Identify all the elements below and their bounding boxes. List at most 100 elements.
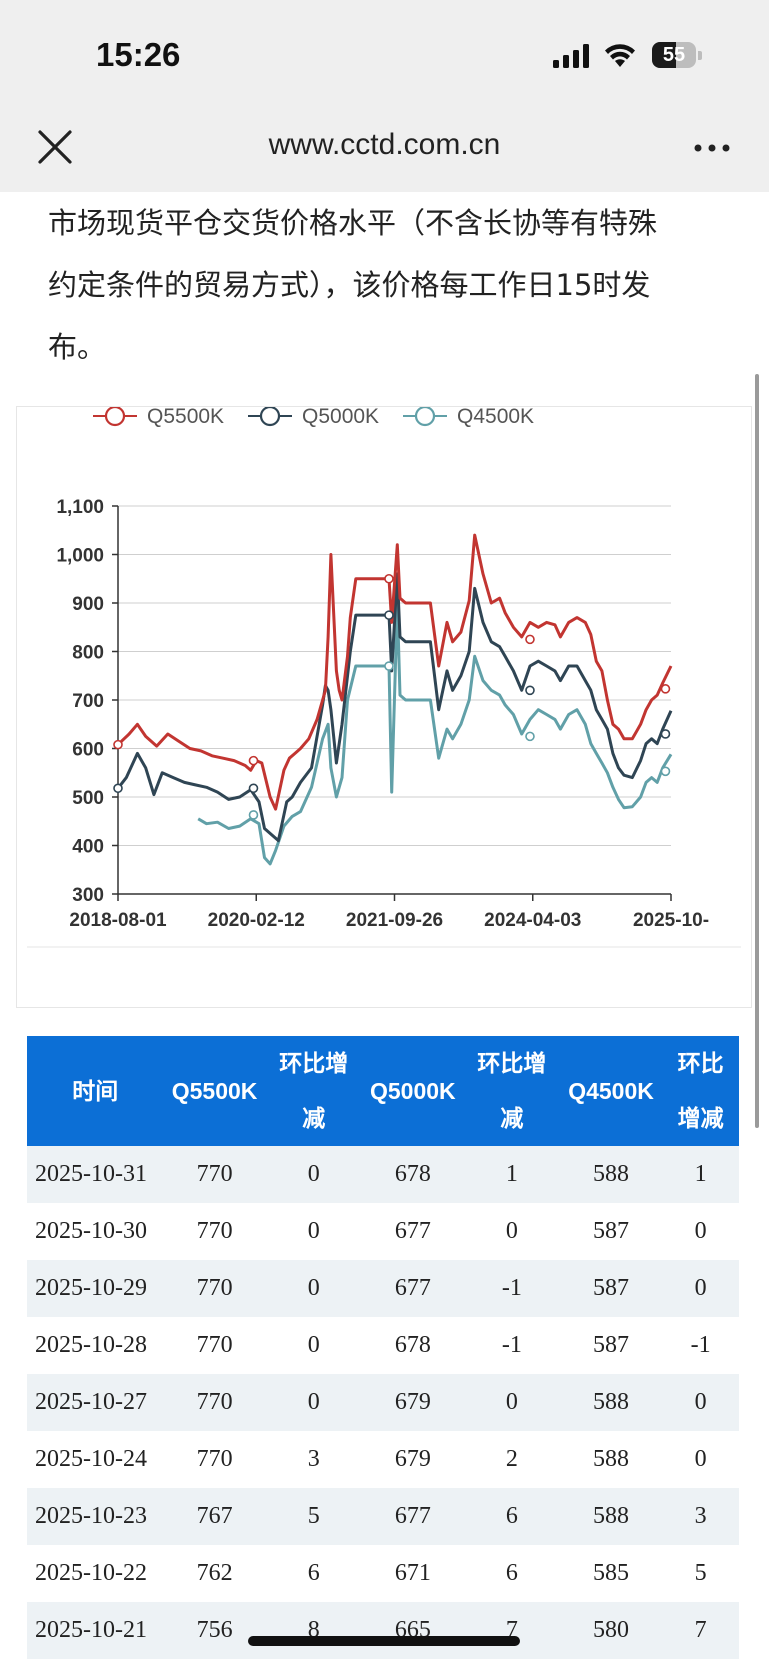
value-cell: 588 [559,1488,663,1545]
date-cell: 2025-10-31 [27,1146,164,1203]
browser-header: 15:26 55 www.cctd.com.cn [0,0,769,192]
value-cell: 677 [394,1218,431,1244]
description-paragraph: 市场现货平仓交货价格水平（不含长协等有特殊 约定条件的贸易方式），该价格每工作日… [48,192,728,378]
value-cell: 0 [505,1218,518,1244]
price-chart-card: Q5500K Q5000K Q4500K 1,100 1,000 900 800 700 600… [16,406,752,1008]
date-cell: 2025-10-29 [27,1260,164,1317]
column-header-text: 环比增 [279,1050,349,1076]
value-cell: 0 [694,1218,707,1244]
value-cell: 0 [463,1374,560,1431]
value-cell: 587 [593,1332,630,1358]
date-cell: 2025-10-24 [35,1446,147,1472]
date-cell: 2025-10-30 [35,1218,147,1244]
date-cell: 2025-10-23 [27,1488,164,1545]
value-cell: 770 [196,1218,233,1244]
value-cell: 677 [361,1260,464,1317]
more-options-icon[interactable] [692,136,732,160]
series-point [660,684,671,694]
paragraph-line: 布。 [48,330,107,364]
date-cell: 2025-10-27 [27,1374,164,1431]
series-point [248,810,259,820]
y-tick-label: 1,000 [56,546,104,567]
value-cell: 6 [307,1560,320,1586]
value-cell: 678 [394,1332,431,1358]
table-row: 2025-10-31 770 0 678 1 588 1 [27,1146,739,1203]
value-cell: 665 [361,1602,464,1659]
series-point [384,573,394,584]
value-cell: 1 [463,1146,560,1203]
legend-label: Q4500K [457,407,534,428]
cellular-signal-icon [553,44,589,68]
value-cell: 7 [463,1602,560,1659]
x-tick-label: 2020-02-12 [208,910,305,931]
column-header: 环比增减 [662,1036,739,1146]
value-cell: 0 [662,1374,739,1431]
table-row: 2025-10-23 767 5 677 6 588 3 [27,1488,739,1545]
wifi-icon [605,44,635,67]
legend-marker [259,407,281,427]
column-header-text: 减 [302,1105,326,1131]
table-row: 2025-10-29 770 0 677 -1 587 0 [27,1260,739,1317]
value-cell: 588 [559,1146,663,1203]
y-tick-label: 600 [72,740,104,761]
value-cell: 6 [505,1560,518,1586]
series-point [525,731,535,742]
series-line-q4500k [197,601,673,866]
value-cell: 580 [559,1602,663,1659]
value-cell: 587 [559,1260,663,1317]
page-url[interactable]: www.cctd.com.cn [268,128,501,161]
column-header: Q5000K [361,1036,464,1146]
column-header: Q5500K [163,1036,266,1146]
paragraph-line: 约定条件的贸易方式），该价格每工作日15时发 [48,268,651,302]
column-header-text: 增减 [677,1105,724,1131]
value-cell: -1 [501,1332,522,1358]
value-cell: 770 [196,1332,233,1358]
legend-label: Q5000K [302,407,379,428]
column-header: 时间 [27,1036,164,1146]
series-line-q5500k [116,533,673,811]
value-cell: 679 [394,1446,431,1472]
y-tick-label: 800 [72,643,104,664]
series-line-q5000k [116,572,673,843]
value-cell: 0 [265,1260,362,1317]
table-row: 2025-10-24 770 3 679 2 588 0 [27,1431,739,1488]
value-cell: 0 [694,1446,707,1472]
table-row: 2025-10-22 762 6 671 6 585 5 [27,1545,739,1602]
value-cell: 767 [163,1488,266,1545]
series-point [113,783,123,794]
column-header-text: 减 [500,1105,524,1131]
series-point [660,766,671,777]
value-cell: 6 [463,1488,560,1545]
column-header: Q4500K [559,1036,663,1146]
column-header-text: 环比 [677,1050,724,1076]
column-header-text: Q5000K [369,1077,456,1104]
value-cell: 671 [394,1560,431,1586]
column-header-text: 时间 [72,1077,119,1104]
value-cell: 587 [593,1218,630,1244]
y-tick-label: 1,100 [56,497,104,518]
close-icon[interactable] [36,128,74,166]
series-point [384,610,394,620]
value-cell: 3 [307,1446,320,1472]
price-line-chart: Q5500K Q5000K Q4500K 1,100 1,000 900 800 700 600… [27,407,741,948]
value-cell: 0 [265,1146,362,1203]
home-indicator[interactable] [248,1636,520,1646]
y-tick-label: 300 [72,885,104,906]
value-cell: -1 [690,1332,711,1358]
column-header-text: Q5500K [171,1077,258,1104]
value-cell: 7 [662,1602,739,1659]
table-header-row: 时间 Q5500K 环比增减 Q5000K 环比增减 Q4500K 环比 增减 [27,1036,739,1146]
value-cell: 679 [361,1374,464,1431]
value-cell: 588 [559,1374,663,1431]
value-cell: 0 [662,1260,739,1317]
y-tick-label: 400 [72,837,104,858]
legend-marker [414,407,436,427]
value-cell: 770 [163,1260,266,1317]
series-point [113,739,123,750]
value-cell: 1 [662,1146,739,1203]
value-cell: 8 [265,1602,362,1659]
x-tick-label: 2021-09-26 [346,910,443,931]
value-cell: 762 [196,1560,233,1586]
column-header-text: Q4500K [568,1077,654,1104]
page-scrollbar[interactable] [755,374,759,1128]
